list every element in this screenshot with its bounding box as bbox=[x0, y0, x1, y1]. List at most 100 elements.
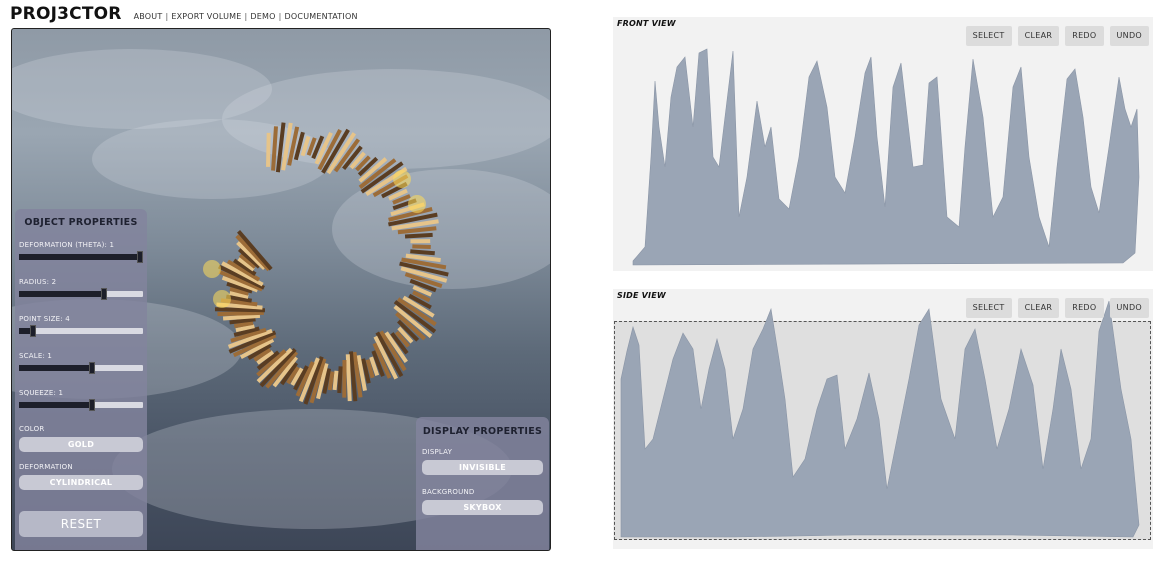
app-logo: PROJ3CTOR bbox=[10, 4, 122, 24]
app-header: PROJ3CTOR ABOUT | EXPORT VOLUME | DEMO | DOCUM… bbox=[10, 4, 358, 26]
spiral-point bbox=[221, 261, 264, 287]
side-view-silhouette bbox=[620, 300, 1140, 538]
spiral-point bbox=[214, 307, 266, 313]
spiral-point bbox=[342, 145, 363, 171]
cloud-shape bbox=[332, 169, 550, 289]
spiral-point bbox=[222, 313, 261, 321]
nav-demo[interactable]: DEMO bbox=[250, 12, 276, 21]
deformation-theta-slider[interactable] bbox=[19, 251, 143, 263]
spiral-point bbox=[355, 155, 371, 172]
spiral-point bbox=[280, 361, 299, 386]
spiral-point bbox=[227, 328, 273, 349]
spiral-point bbox=[232, 333, 277, 358]
spiral-point bbox=[275, 122, 286, 173]
spiral-point bbox=[391, 219, 439, 231]
spiral-point bbox=[322, 368, 332, 394]
side-select-button[interactable]: SELECT bbox=[965, 298, 1012, 318]
front-view-waveform[interactable] bbox=[613, 17, 1153, 271]
front-view-panel[interactable]: FRONT VIEW SELECT CLEAR REDO UNDO bbox=[613, 17, 1153, 271]
point-size-label: POINT SIZE: 4 bbox=[19, 315, 70, 323]
spiral-point bbox=[384, 331, 408, 363]
side-clear-button[interactable]: CLEAR bbox=[1017, 298, 1060, 318]
slider-thumb[interactable] bbox=[89, 362, 95, 374]
spiral-point bbox=[256, 350, 280, 371]
spiral-point bbox=[358, 157, 388, 183]
spiral-point bbox=[409, 278, 437, 293]
nav-documentation[interactable]: DOCUMENTATION bbox=[284, 12, 358, 21]
spiral-point bbox=[357, 156, 379, 177]
3d-viewport[interactable]: OBJECT PROPERTIES DEFORMATION (THETA): 1… bbox=[11, 28, 551, 551]
spiral-point bbox=[230, 327, 267, 343]
spiral-point bbox=[226, 259, 261, 282]
spiral-point bbox=[256, 349, 287, 377]
object-properties-panel: OBJECT PROPERTIES DEFORMATION (THETA): 1… bbox=[15, 209, 147, 550]
spiral-point bbox=[247, 343, 272, 361]
spiral-point bbox=[388, 212, 438, 227]
squeeze-label: SQUEEZE: 1 bbox=[19, 389, 64, 397]
spiral-point bbox=[404, 232, 433, 239]
front-redo-button[interactable]: REDO bbox=[1065, 26, 1104, 46]
squeeze-slider[interactable] bbox=[19, 399, 143, 411]
spiral-point bbox=[234, 321, 254, 329]
point-size-slider[interactable] bbox=[19, 325, 143, 337]
front-undo-button[interactable]: UNDO bbox=[1109, 26, 1149, 46]
spiral-highlight bbox=[213, 290, 231, 308]
spiral-point bbox=[400, 266, 448, 283]
nav-export-volume[interactable]: EXPORT VOLUME bbox=[171, 12, 242, 21]
spiral-highlight bbox=[393, 170, 411, 188]
front-view-title: FRONT VIEW bbox=[617, 19, 676, 28]
slider-thumb[interactable] bbox=[89, 399, 95, 411]
side-view-panel[interactable]: SIDE VIEW SELECT CLEAR REDO UNDO bbox=[613, 289, 1153, 549]
spiral-point bbox=[326, 132, 357, 175]
front-clear-button[interactable]: CLEAR bbox=[1017, 26, 1060, 46]
spiral-point bbox=[397, 319, 420, 342]
slider-thumb[interactable] bbox=[101, 288, 107, 300]
side-view-title: SIDE VIEW bbox=[617, 291, 666, 300]
background-select[interactable]: SKYBOX bbox=[422, 500, 543, 515]
cloud-shape bbox=[92, 119, 332, 199]
spiral-point bbox=[399, 261, 449, 277]
spiral-point bbox=[306, 137, 317, 156]
spiral-point bbox=[327, 371, 335, 391]
display-label: DISPLAY bbox=[422, 448, 453, 456]
slider-thumb[interactable] bbox=[30, 325, 36, 337]
spiral-point bbox=[358, 158, 397, 189]
spiral-point bbox=[266, 132, 271, 167]
spiral-point bbox=[348, 351, 358, 402]
spiral-point bbox=[256, 350, 275, 365]
slider-thumb[interactable] bbox=[137, 251, 143, 263]
top-nav: ABOUT | EXPORT VOLUME | DEMO | DOCUMENTATION bbox=[133, 12, 358, 21]
spiral-point bbox=[332, 370, 339, 391]
spiral-point bbox=[256, 347, 293, 383]
reset-button[interactable]: RESET bbox=[19, 511, 143, 537]
object-properties-title: OBJECT PROPERTIES bbox=[24, 217, 138, 228]
spiral-point bbox=[272, 356, 299, 388]
spiral-point bbox=[226, 281, 253, 294]
color-label: COLOR bbox=[19, 425, 45, 433]
front-select-button[interactable]: SELECT bbox=[965, 26, 1012, 46]
deformation-theta-label: DEFORMATION (THETA): 1 bbox=[19, 241, 115, 249]
spiral-point bbox=[217, 310, 264, 317]
spiral-point bbox=[290, 367, 304, 386]
side-redo-button[interactable]: REDO bbox=[1065, 298, 1104, 318]
spiral-point bbox=[287, 126, 300, 166]
deformation-select[interactable]: CYLINDRICAL bbox=[19, 475, 143, 490]
spiral-point bbox=[397, 326, 414, 344]
color-select[interactable]: GOLD bbox=[19, 437, 143, 452]
side-view-waveform[interactable] bbox=[613, 289, 1153, 549]
spiral-point bbox=[397, 297, 437, 327]
radius-slider[interactable] bbox=[19, 288, 143, 300]
spiral-point bbox=[371, 350, 385, 377]
side-undo-button[interactable]: UNDO bbox=[1109, 298, 1149, 318]
nav-about[interactable]: ABOUT bbox=[133, 12, 163, 21]
spiral-point bbox=[352, 351, 363, 398]
scale-slider[interactable] bbox=[19, 362, 143, 374]
spiral-point bbox=[237, 248, 261, 269]
spiral-point bbox=[281, 122, 293, 171]
display-properties-panel: DISPLAY PROPERTIES DISPLAY INVISIBLE BAC… bbox=[416, 417, 549, 550]
display-select[interactable]: INVISIBLE bbox=[422, 460, 543, 475]
spiral-highlight bbox=[203, 260, 221, 278]
spiral-point bbox=[233, 326, 260, 338]
cloud-shape bbox=[12, 49, 272, 129]
deformation-label: DEFORMATION bbox=[19, 463, 73, 471]
